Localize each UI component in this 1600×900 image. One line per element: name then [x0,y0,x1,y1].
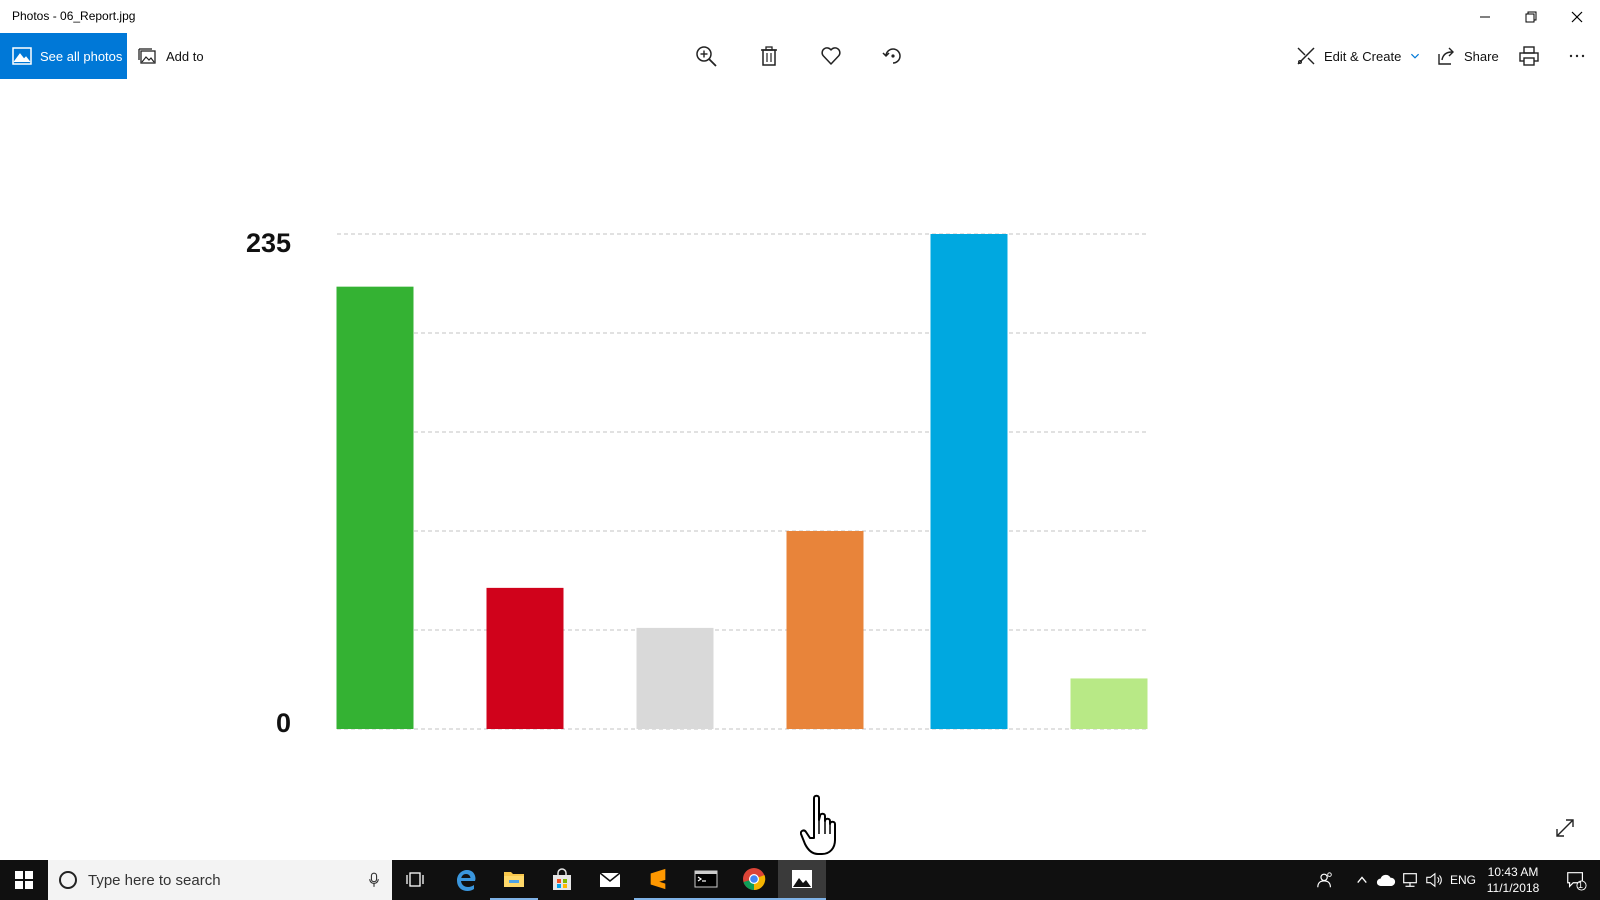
minimize-button[interactable] [1462,0,1508,33]
see-all-photos-button[interactable]: See all photos [0,33,127,79]
chart-bar [930,234,1008,729]
restore-button[interactable] [1508,0,1554,33]
restore-icon [1525,11,1537,22]
rotate-button[interactable] [870,33,916,79]
notification-icon [1567,872,1587,891]
microphone-icon[interactable] [368,871,380,889]
bar-chart: 235 0 [246,228,1148,738]
language-label: ENG [1449,873,1476,887]
chevron-down-icon [1411,53,1420,59]
start-button[interactable] [0,860,48,900]
network-icon [1403,873,1417,887]
mail-icon [599,872,621,887]
taskbar-mail[interactable] [586,860,634,900]
chart-bars [336,234,1148,729]
search-placeholder: Type here to search [88,871,221,889]
share-button[interactable]: Share [1436,33,1499,79]
chevron-up-icon [1357,876,1367,883]
input-language-button[interactable]: ENG [1448,860,1478,900]
chart-bar [486,587,564,729]
command-bar: See all photos Add to Edit & Create Shar… [0,33,1600,79]
onedrive-button[interactable] [1374,860,1398,900]
taskbar-sublime-text[interactable] [634,860,682,900]
more-options-button[interactable] [1554,33,1600,79]
more-icon [1569,54,1585,58]
chart-bar [786,531,864,729]
network-button[interactable] [1398,860,1422,900]
cortana-icon [59,871,77,889]
trash-icon [761,46,777,66]
windows-logo-icon [15,871,33,889]
taskbar: Type here to search ENG [0,860,1600,900]
taskbar-file-explorer[interactable] [490,860,538,900]
folder-icon [504,872,524,887]
chart-bar [1070,678,1148,729]
share-icon [1438,47,1454,65]
print-button[interactable] [1506,33,1552,79]
share-label: Share [1464,48,1499,64]
show-hidden-icons-button[interactable] [1352,860,1372,900]
taskbar-terminal[interactable] [682,860,730,900]
taskbar-chrome[interactable] [730,860,778,900]
taskbar-clock[interactable]: 10:43 AM 11/1/2018 [1478,864,1548,896]
chart-bar [336,286,414,729]
action-center-button[interactable]: 1 [1556,860,1596,900]
minimize-icon [1480,16,1490,17]
expand-icon [1556,819,1574,837]
terminal-icon [694,870,718,888]
store-bag-icon [553,868,571,890]
y-tick-label: 235 [246,228,291,258]
chart-bar [636,627,714,729]
close-icon [1571,11,1583,22]
chart-grid [337,233,1146,730]
edge-icon [457,870,476,891]
image-viewer: 235 0 [0,79,1600,860]
photos-icon [12,47,32,65]
cloud-icon [1376,874,1396,886]
task-view-button[interactable] [392,860,440,900]
window-title: Photos - 06_Report.jpg [12,9,136,23]
delete-button[interactable] [746,33,792,79]
y-tick-label: 0 [276,708,291,738]
chart-y-labels: 235 0 [246,228,291,738]
add-to-label: Add to [166,48,204,64]
hand-cursor-icon [799,794,848,856]
people-button[interactable] [1310,860,1340,900]
speaker-icon [1426,872,1442,888]
see-all-photos-label: See all photos [40,48,123,64]
taskbar-photos[interactable] [778,860,826,900]
add-to-album-icon [138,48,156,64]
people-icon [1317,872,1332,888]
edit-create-icon [1297,47,1315,65]
notification-count: 1 [1578,880,1584,890]
heart-icon [821,47,841,65]
clock-date: 11/1/2018 [1486,881,1540,895]
printer-icon [1519,46,1539,66]
fullscreen-button[interactable] [1548,811,1582,845]
add-to-button[interactable]: Add to [138,33,204,79]
edit-create-button[interactable]: Edit & Create [1296,33,1421,79]
rotate-icon [882,48,901,64]
edit-create-label: Edit & Create [1324,48,1402,64]
title-bar: Photos - 06_Report.jpg [0,0,1600,33]
sublime-text-icon [650,868,666,890]
zoom-in-icon [696,46,717,67]
task-view-icon [406,872,424,887]
volume-button[interactable] [1422,860,1446,900]
chrome-icon [743,868,766,891]
close-button[interactable] [1554,0,1600,33]
clock-time: 10:43 AM [1487,865,1539,879]
taskbar-search-box[interactable]: Type here to search [48,860,392,900]
zoom-button[interactable] [683,33,729,79]
favorite-button[interactable] [808,33,854,79]
taskbar-store[interactable] [538,860,586,900]
taskbar-edge[interactable] [442,860,490,900]
photos-icon [792,870,812,888]
